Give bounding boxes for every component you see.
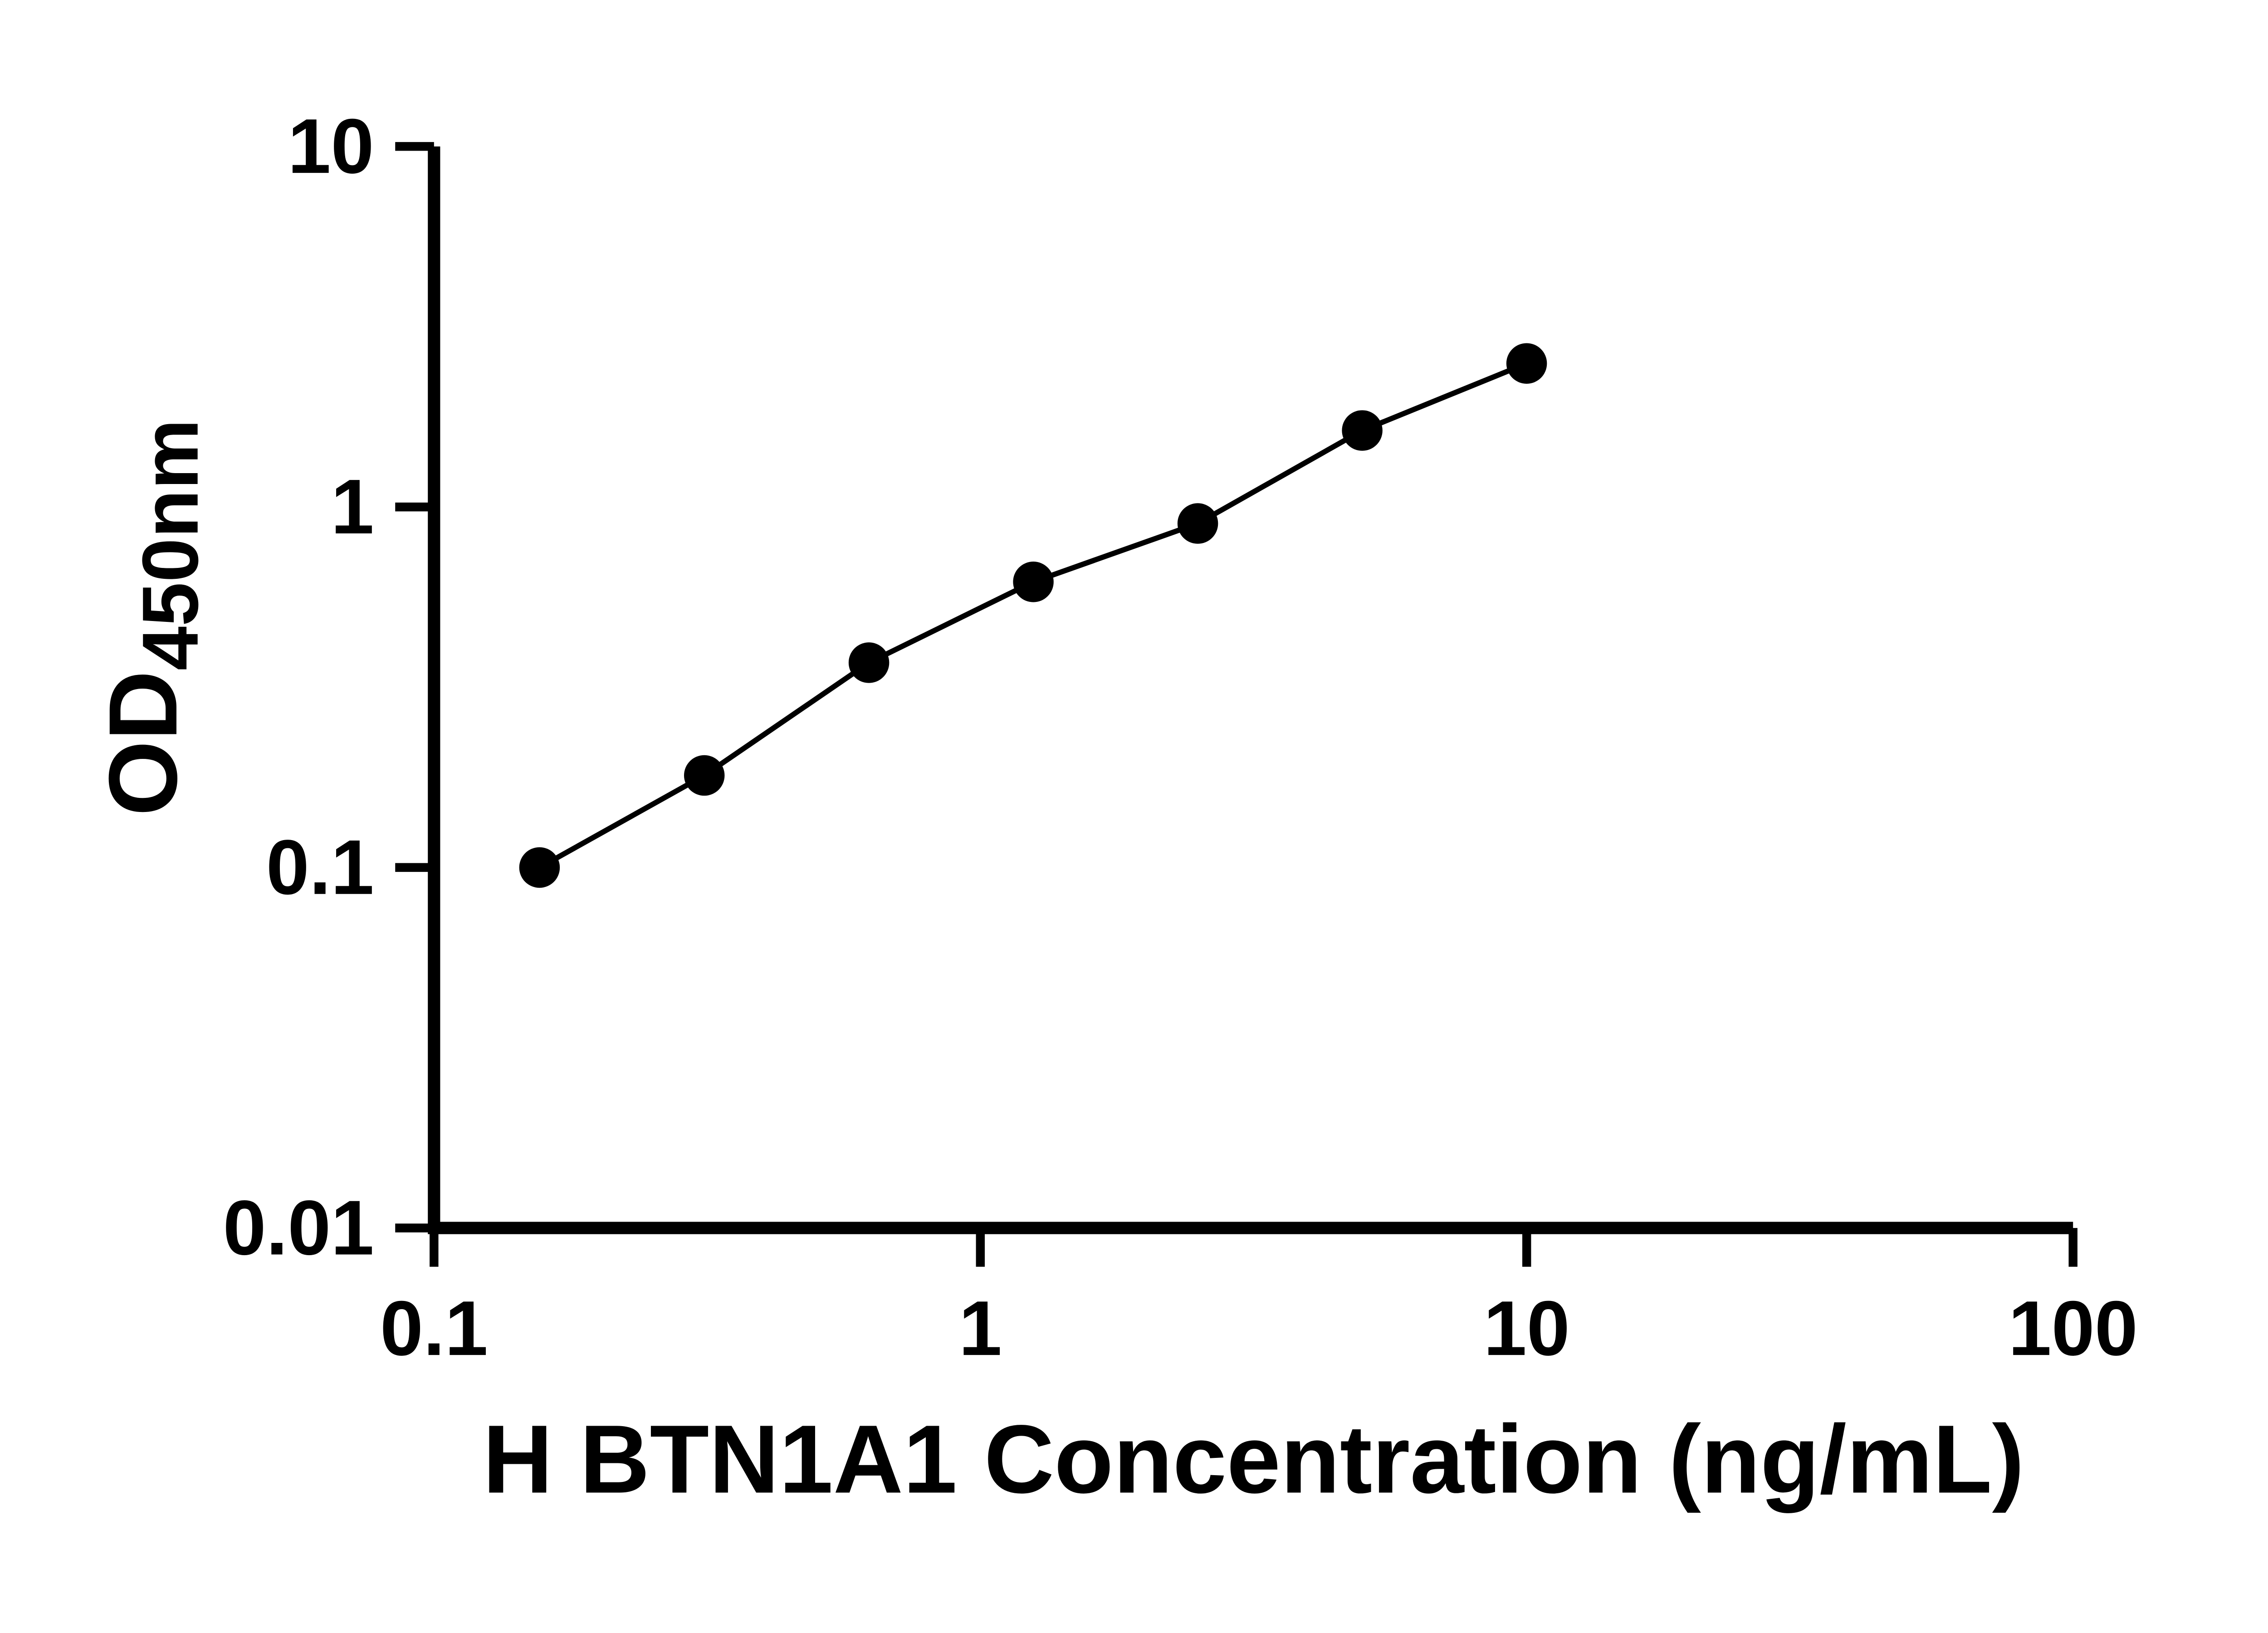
axes-group (428, 146, 2073, 1234)
x-tick-label: 0.1 (380, 1285, 488, 1372)
y-tick-label: 0.01 (223, 1184, 374, 1271)
data-point (848, 642, 890, 683)
series-group (519, 343, 1547, 888)
y-tick-label: 0.1 (266, 824, 374, 911)
x-tick-label: 1 (959, 1285, 1002, 1372)
data-point (1342, 410, 1383, 451)
y-axis-title-main: OD (89, 670, 197, 816)
data-point (1013, 562, 1054, 602)
axis-spine (428, 146, 2073, 1234)
y-tick-label: 10 (288, 103, 374, 190)
elisa-standard-curve-figure: 10 1 0.1 0.01 0.1 1 10 100 OD450nm H BTN1A1 Con… (88, 103, 2138, 1514)
data-point (519, 847, 560, 888)
ticks-group (395, 142, 2077, 1267)
y-axis-title: OD450nm (89, 419, 215, 816)
x-tick-label: 10 (1484, 1285, 1570, 1372)
x-axis-title: H BTN1A1 Concentration (ng/mL) (483, 1405, 2024, 1514)
y-axis-title-sub: 450nm (127, 419, 215, 671)
data-point (1506, 343, 1547, 384)
data-point (684, 755, 725, 796)
y-tick-label: 1 (331, 464, 374, 550)
data-point (1177, 503, 1218, 544)
x-tick-label: 100 (2008, 1285, 2138, 1372)
